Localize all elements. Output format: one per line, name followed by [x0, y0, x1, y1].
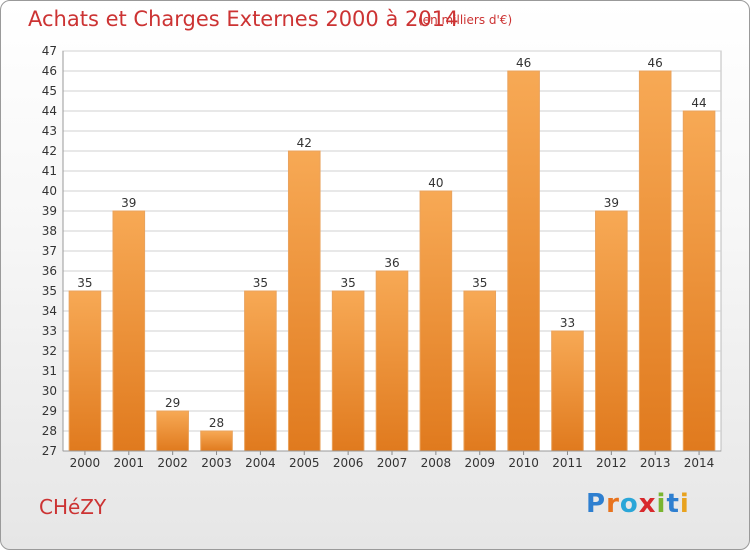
x-tick-label: 2000: [70, 456, 101, 470]
y-tick-label: 47: [42, 44, 57, 58]
y-tick-label: 43: [42, 124, 57, 138]
bar-2012: [595, 210, 628, 452]
bar-value-label: 35: [77, 276, 92, 290]
bar-value-label: 36: [384, 256, 399, 270]
y-tick-label: 45: [42, 84, 57, 98]
bar-2002: [156, 410, 189, 452]
x-tick-label: 2011: [552, 456, 583, 470]
proxiti-logo: Proxiti: [586, 489, 690, 519]
bar-value-label: 39: [604, 196, 619, 210]
x-tick-label: 2002: [157, 456, 188, 470]
y-tick-label: 46: [42, 64, 57, 78]
x-tick-label: 2012: [596, 456, 627, 470]
logo-letter: o: [619, 489, 639, 519]
bar-value-label: 42: [297, 136, 312, 150]
logo-letter: x: [638, 489, 657, 519]
bar-2001: [112, 210, 146, 452]
y-tick-label: 36: [42, 264, 57, 278]
bar-2009: [463, 290, 497, 452]
x-tick-label: 2008: [421, 456, 452, 470]
bar-value-label: 35: [340, 276, 355, 290]
y-tick-label: 38: [42, 224, 57, 238]
bar-value-label: 35: [472, 276, 487, 290]
logo-letter: t: [666, 489, 680, 519]
x-tick-label: 2013: [640, 456, 671, 470]
bar-2007: [375, 270, 409, 452]
y-tick-label: 41: [42, 164, 57, 178]
y-tick-label: 39: [42, 204, 57, 218]
x-tick-label: 2009: [464, 456, 495, 470]
y-tick-label: 37: [42, 244, 57, 258]
x-tick-label: 2005: [289, 456, 320, 470]
town-name: CHéZY: [39, 495, 107, 519]
bar-value-label: 35: [253, 276, 268, 290]
logo-letter: P: [586, 489, 607, 519]
x-tick-label: 2004: [245, 456, 276, 470]
x-tick-label: 2003: [201, 456, 232, 470]
bar-value-label: 33: [560, 316, 575, 330]
bar-value-label: 46: [516, 56, 531, 70]
bar-value-label: 29: [165, 396, 180, 410]
chart-title: Achats et Charges Externes 2000 à 2014: [28, 7, 459, 31]
chart-subtitle: (en milliers d'€): [418, 13, 513, 27]
bar-value-label: 40: [428, 176, 443, 190]
y-tick-label: 31: [42, 364, 57, 378]
bar-2008: [419, 190, 453, 452]
x-tick-label: 2007: [377, 456, 408, 470]
y-tick-label: 32: [42, 344, 57, 358]
bar-2010: [507, 70, 540, 452]
y-tick-label: 29: [42, 404, 57, 418]
bar-2005: [287, 150, 321, 452]
bar-2004: [244, 290, 277, 452]
logo-letter: i: [679, 489, 690, 519]
y-tick-label: 28: [42, 424, 57, 438]
x-tick-label: 2010: [508, 456, 539, 470]
y-tick-label: 40: [42, 184, 57, 198]
y-tick-label: 27: [42, 444, 57, 458]
bar-2014: [682, 110, 716, 452]
y-tick-label: 30: [42, 384, 57, 398]
y-tick-label: 42: [42, 144, 57, 158]
x-tick-label: 2006: [333, 456, 364, 470]
bar-value-label: 39: [121, 196, 136, 210]
logo-letter: r: [606, 489, 620, 519]
y-tick-label: 33: [42, 324, 57, 338]
logo-letter: i: [656, 489, 667, 519]
bar-value-label: 44: [691, 96, 706, 110]
y-tick-label: 44: [42, 104, 57, 118]
bar-2003: [200, 430, 233, 452]
bar-value-label: 28: [209, 416, 224, 430]
x-tick-label: 2014: [684, 456, 715, 470]
bar-2006: [331, 290, 365, 452]
y-tick-label: 35: [42, 284, 57, 298]
y-tick-label: 34: [42, 304, 57, 318]
bar-2000: [68, 290, 102, 452]
bar-2011: [551, 330, 584, 452]
x-tick-label: 2001: [114, 456, 145, 470]
bar-value-label: 46: [648, 56, 663, 70]
bar-2013: [638, 70, 672, 452]
